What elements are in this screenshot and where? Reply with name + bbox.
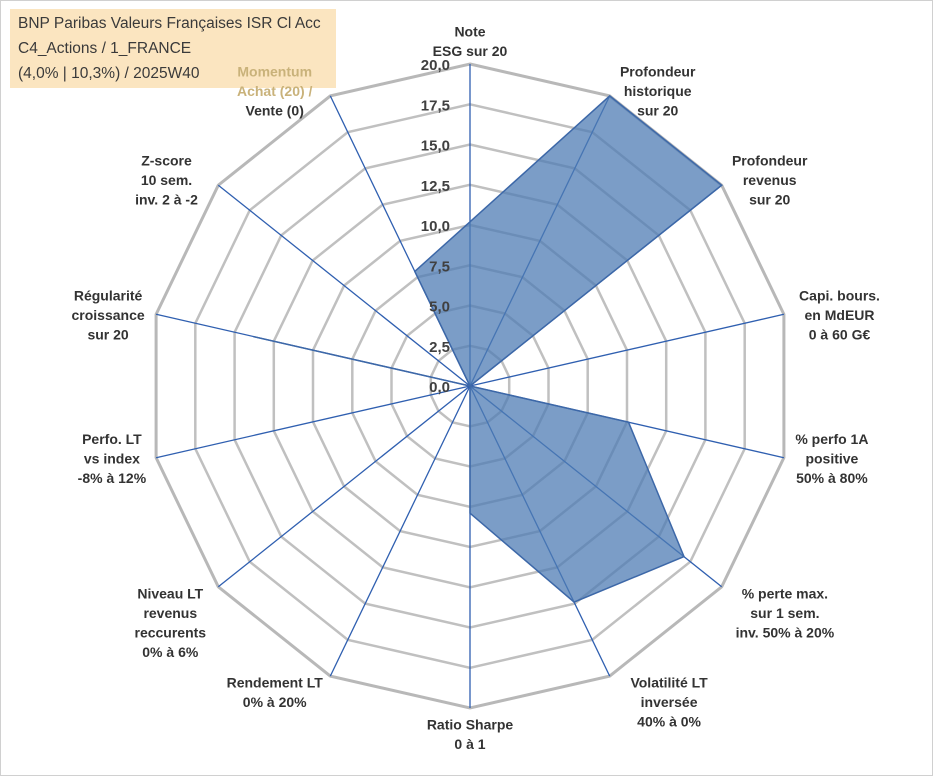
axis-label-line: inversée: [641, 694, 698, 710]
radial-tick-labels: 0,0 2,5 5,0 7,5 10,0 12,5 15,0 17,5 20,0: [421, 57, 450, 396]
tick-label: 10,0: [421, 218, 450, 235]
axis-label-12: Z-score 10 sem. inv. 2 à -2: [135, 153, 198, 208]
axis-label-5: % perte max. sur 1 sem. inv. 50% à 20%: [736, 585, 835, 640]
axis-label-line: 0 à 60 G€: [809, 327, 871, 343]
title-line-3: (4,0% | 10,3%) / 2025W40: [18, 65, 200, 82]
axis-spoke: [329, 385, 471, 677]
axis-label-6: Volatilité LT inversée 40% à 0%: [630, 675, 708, 730]
axis-label-line: 0% à 6%: [142, 644, 199, 660]
axis-label-line: 10 sem.: [141, 172, 192, 188]
axis-label-line: % perte max.: [742, 585, 828, 601]
axis-label-13: Momentum Achat (20) / Vente (0): [237, 63, 313, 118]
axis-label-3: Capi. bours. en MdEUR 0 à 60 G€: [799, 288, 880, 343]
axis-label-10: Perfo. LT vs index -8% à 12%: [78, 431, 147, 486]
axis-spoke: [469, 313, 785, 387]
axis-label-line: ESG sur 20: [433, 43, 508, 59]
axis-label-line: Z-score: [141, 153, 192, 169]
tick-label: 7,5: [429, 258, 450, 275]
axis-label-line: sur 20: [637, 102, 678, 118]
axis-label-line: Profondeur: [620, 63, 696, 79]
axis-label-line: reccurents: [135, 624, 207, 640]
axis-label-line: croissance: [72, 307, 145, 323]
axis-label-line: Ratio Sharpe: [427, 717, 514, 733]
axis-label-line: 0% à 20%: [243, 694, 307, 710]
axis-label-9: Niveau LT revenus reccurents 0% à 6%: [135, 585, 207, 660]
axis-label-line: -8% à 12%: [78, 470, 147, 486]
axis-label-line: Achat (20) /: [237, 83, 313, 99]
axis-label-line: inv. 2 à -2: [135, 192, 198, 208]
axis-label-line: Régularité: [74, 288, 143, 304]
axis-labels: Note ESG sur 20 Profondeur historique sur 20…: [72, 24, 880, 753]
axis-label-line: Perfo. LT: [82, 431, 142, 447]
title-box: BNP Paribas Valeurs Françaises ISR Cl Ac…: [10, 9, 336, 88]
axis-label-line: Volatilité LT: [630, 675, 708, 691]
tick-label: 2,5: [429, 339, 450, 356]
axis-label-line: 50% à 80%: [796, 470, 868, 486]
title-line-1: BNP Paribas Valeurs Françaises ISR Cl Ac…: [18, 15, 321, 32]
tick-label: 20,0: [421, 57, 450, 74]
axis-spoke: [217, 184, 471, 387]
axis-label-8: Rendement LT 0% à 20%: [227, 675, 324, 711]
tick-label: 0,0: [429, 379, 450, 396]
axis-label-line: inv. 50% à 20%: [736, 624, 835, 640]
axis-label-0: Note ESG sur 20: [433, 24, 508, 60]
axis-label-line: sur 1 sem.: [750, 605, 819, 621]
axis-label-line: Rendement LT: [227, 675, 324, 691]
title-line-2: C4_Actions / 1_FRANCE: [18, 40, 192, 57]
axis-label-4: % perfo 1A positive 50% à 80%: [795, 431, 868, 486]
axis-label-line: Vente (0): [246, 102, 304, 118]
axis-label-line: en MdEUR: [805, 307, 875, 323]
axis-label-line: 40% à 0%: [637, 714, 701, 730]
axis-label-line: vs index: [84, 450, 140, 466]
axis-label-line: Note: [454, 24, 485, 40]
axis-label-line: % perfo 1A: [795, 431, 868, 447]
axis-label-line: Momentum: [237, 63, 312, 79]
axis-label-line: sur 20: [87, 327, 128, 343]
axis-label-line: Capi. bours.: [799, 288, 880, 304]
axis-label-line: revenus: [743, 172, 797, 188]
axis-label-line: revenus: [143, 605, 197, 621]
axis-label-line: Profondeur: [732, 153, 808, 169]
axis-label-line: 0 à 1: [454, 736, 485, 752]
axis-label-line: Niveau LT: [137, 585, 203, 601]
axis-label-line: positive: [805, 450, 858, 466]
axis-spoke: [217, 385, 471, 588]
axis-label-line: sur 20: [749, 192, 790, 208]
axis-spoke: [155, 385, 471, 459]
axis-label-1: Profondeur historique sur 20: [620, 63, 696, 118]
radar-series: [253, 94, 723, 603]
tick-label: 15,0: [421, 138, 450, 155]
axis-label-line: historique: [624, 83, 692, 99]
axis-label-2: Profondeur revenus sur 20: [732, 153, 808, 208]
axis-label-7: Ratio Sharpe 0 à 1: [427, 717, 514, 753]
tick-label: 12,5: [421, 178, 450, 195]
tick-label: 5,0: [429, 299, 450, 316]
series-area: [253, 94, 723, 603]
tick-label: 17,5: [421, 97, 450, 114]
axis-label-11: Régularité croissance sur 20: [72, 288, 145, 343]
